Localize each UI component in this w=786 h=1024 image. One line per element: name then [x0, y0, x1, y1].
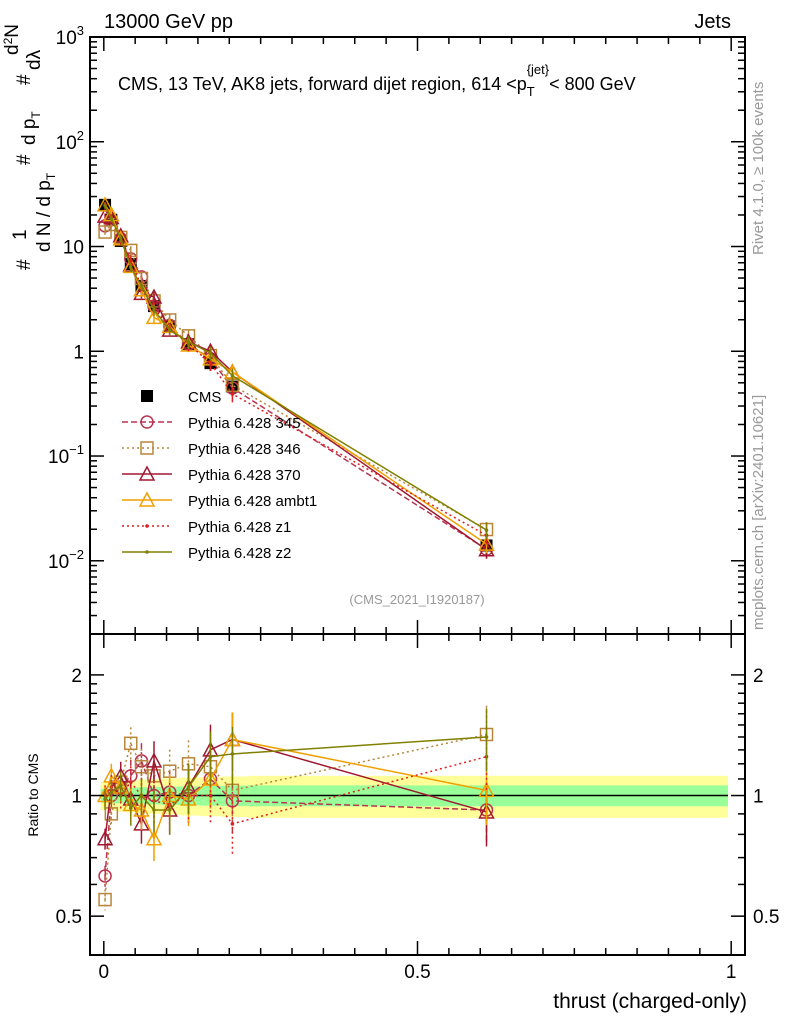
y-axis-label: # # # 1 d N / d pT d pT dλ d2N	[1, 24, 58, 270]
x-tick-label: 1	[726, 962, 737, 983]
marker-dot	[230, 392, 235, 396]
marker-triangle	[133, 281, 150, 297]
marker-dot	[208, 793, 213, 798]
y-tick-label: 102	[56, 128, 84, 154]
marker-dot	[128, 806, 133, 810]
marker-square	[104, 807, 119, 821]
marker-dot	[103, 797, 107, 801]
svg-text:#: #	[14, 74, 35, 85]
marker-dot	[484, 735, 489, 739]
marker-dot	[230, 373, 235, 378]
marker-dot	[167, 328, 172, 332]
marker-dot	[118, 783, 123, 788]
marker-triangle	[122, 257, 140, 274]
marker-dot	[484, 528, 489, 532]
marker-dot	[109, 217, 114, 221]
legend: CMS Pythia 6.428 345 Pythia 6.428 346 Pythi…	[122, 389, 317, 562]
marker-triangle	[145, 752, 163, 768]
y-tick-label: 10−1	[48, 442, 84, 468]
marker-circle	[140, 415, 154, 429]
svg-text:#: #	[14, 259, 35, 270]
ratio-y-label: Ratio to CMS	[25, 753, 41, 836]
y-tick-label: 10−2	[48, 547, 84, 573]
marker-triangle	[145, 308, 163, 325]
ratio-y-tick-label-right: 0.5	[753, 907, 779, 928]
header-right: Jets	[694, 11, 731, 33]
legend-label: Pythia 6.428 346	[188, 441, 301, 458]
marker-dot	[139, 284, 144, 288]
marker-triangle	[478, 541, 495, 557]
legend-label: Pythia 6.428 z2	[188, 545, 291, 562]
analysis-annotation: (CMS_2021_I1920187)	[349, 592, 484, 607]
marker-square	[124, 736, 138, 751]
series-pythia-6-428-z2	[103, 203, 489, 835]
svg-text:dλ: dλ	[24, 49, 45, 70]
ratio-y-tick-label: 2	[71, 666, 82, 687]
marker-dot	[186, 340, 191, 344]
svg-text:1: 1	[10, 229, 31, 240]
marker-dot	[208, 361, 213, 365]
legend-label: Pythia 6.428 370	[188, 467, 301, 484]
marker-dot	[128, 265, 133, 270]
marker-dot	[118, 236, 123, 241]
marker-dot	[152, 808, 156, 812]
marker-triangle	[96, 196, 114, 212]
mcplots-label: mcplots.cern.ch [arXiv:2401.10621]	[750, 395, 767, 630]
marker-triangle	[96, 830, 114, 846]
legend-label: Pythia 6.428 ambt1	[188, 493, 317, 510]
marker-square	[98, 892, 112, 907]
legend-label: Pythia 6.428 345	[188, 415, 301, 432]
x-tick-label: 0	[99, 962, 110, 983]
svg-text:d N / d pT: d N / d pT	[34, 172, 58, 252]
marker-triangle	[133, 801, 150, 817]
marker-dot	[230, 822, 235, 826]
marker-triangle	[103, 208, 120, 225]
marker-triangle	[478, 535, 495, 551]
marker-dot	[128, 258, 133, 263]
x-tick-label: 0.5	[404, 962, 430, 983]
marker-dot	[186, 785, 191, 789]
marker-triangle	[145, 830, 163, 846]
legend-label: CMS	[188, 389, 221, 406]
svg-text:d pT: d pT	[19, 111, 43, 145]
marker-triangle	[138, 491, 156, 507]
marker-dot	[128, 780, 133, 784]
marker-dot	[103, 203, 107, 208]
marker-dot	[109, 790, 114, 794]
header-left: 13000 GeV pp	[104, 11, 233, 33]
ratio-y-tick-label-right: 2	[753, 666, 764, 687]
marker-circle	[98, 869, 112, 883]
series-pythia-6-428-370	[96, 207, 495, 850]
y-tick-label: 103	[56, 23, 84, 49]
ratio-y-tick-label: 1	[71, 787, 82, 808]
cms-marker	[141, 390, 153, 402]
ratio-y-tick-label: 0.5	[56, 907, 82, 928]
marker-triangle	[138, 465, 156, 481]
svg-text:d2N: d2N	[1, 24, 23, 55]
rivet-label: Rivet 4.1.0, ≥ 100k events	[750, 82, 767, 255]
marker-dot	[139, 793, 144, 798]
y-tick-label: 10	[63, 238, 84, 259]
y-tick-label: 1	[73, 342, 84, 363]
legend-label: Pythia 6.428 z1	[188, 519, 291, 536]
chart-title: CMS, 13 TeV, AK8 jets, forward dijet reg…	[118, 62, 636, 99]
marker-triangle	[478, 781, 495, 798]
marker-dot	[145, 524, 149, 528]
marker-dot	[230, 752, 235, 756]
marker-dot	[208, 754, 213, 759]
marker-square	[140, 441, 154, 455]
marker-dot	[152, 308, 156, 312]
marker-dot	[167, 808, 172, 812]
svg-text:#: #	[14, 154, 35, 165]
ratio-y-tick-label-right: 1	[753, 787, 764, 808]
marker-dot	[145, 550, 149, 554]
x-axis-label: thrust (charged-only)	[553, 990, 747, 1013]
main-series-line	[104, 204, 487, 536]
marker-dot	[208, 351, 213, 355]
